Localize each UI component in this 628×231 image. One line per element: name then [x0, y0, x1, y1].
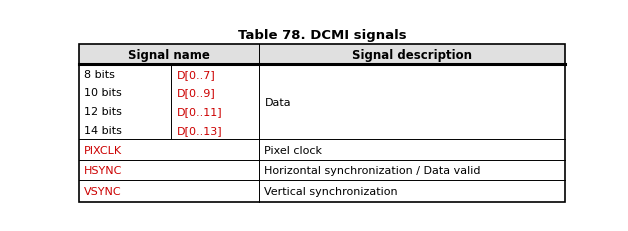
- Text: Data: Data: [264, 97, 291, 107]
- Text: Table 78. DCMI signals: Table 78. DCMI signals: [237, 29, 406, 42]
- Text: Horizontal synchronization / Data valid: Horizontal synchronization / Data valid: [264, 165, 481, 175]
- Text: D[0..7]: D[0..7]: [177, 70, 215, 79]
- Text: Signal name: Signal name: [127, 48, 210, 61]
- Text: D[0..11]: D[0..11]: [177, 107, 222, 117]
- Text: HSYNC: HSYNC: [84, 165, 122, 175]
- Bar: [78, 45, 565, 202]
- Text: D[0..13]: D[0..13]: [177, 125, 222, 135]
- Bar: [78, 45, 565, 65]
- Text: Signal description: Signal description: [352, 48, 472, 61]
- Text: 12 bits: 12 bits: [84, 107, 122, 117]
- Text: Pixel clock: Pixel clock: [264, 145, 322, 155]
- Text: 10 bits: 10 bits: [84, 88, 122, 98]
- Text: 14 bits: 14 bits: [84, 125, 122, 135]
- Text: VSYNC: VSYNC: [84, 186, 122, 196]
- Text: 8 bits: 8 bits: [84, 70, 115, 79]
- Text: PIXCLK: PIXCLK: [84, 145, 122, 155]
- Text: D[0..9]: D[0..9]: [177, 88, 215, 98]
- Text: Vertical synchronization: Vertical synchronization: [264, 186, 398, 196]
